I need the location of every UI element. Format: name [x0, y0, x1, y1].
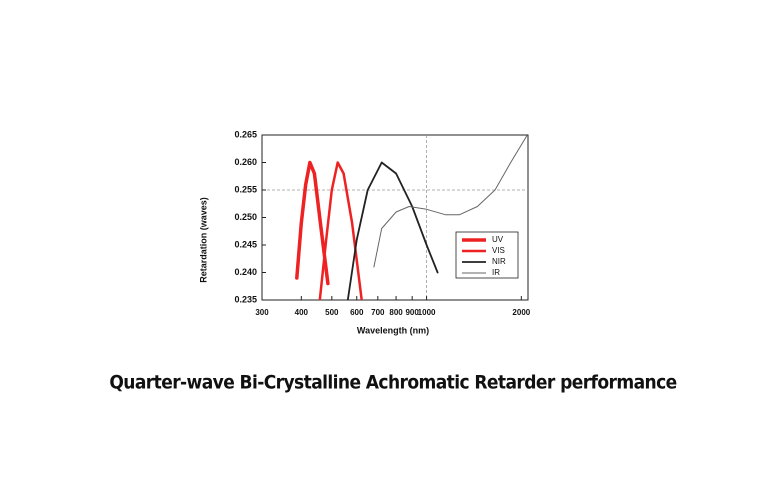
x-tick-label: 800: [389, 308, 403, 317]
x-tick-label: 600: [350, 308, 364, 317]
legend-label: NIR: [492, 257, 506, 266]
y-tick-label: 0.245: [234, 239, 257, 249]
y-tick-label: 0.260: [234, 157, 257, 167]
x-axis-label: Wavelength (nm): [357, 325, 429, 335]
legend-label: IR: [492, 268, 500, 277]
legend: [455, 231, 519, 279]
x-tick-label: 300: [255, 308, 269, 317]
series-line: [295, 160, 330, 286]
y-tick-label: 0.250: [234, 212, 257, 222]
legend-label: VIS: [492, 246, 505, 255]
series-line: [318, 161, 363, 300]
series-line: [346, 161, 439, 300]
x-tick-label: 900: [405, 308, 419, 317]
x-tick-label: 400: [295, 308, 309, 317]
series-line: [373, 135, 528, 268]
y-tick-label: 0.240: [234, 267, 257, 277]
legend-label: UV: [492, 235, 504, 244]
x-tick-label: 1000: [418, 308, 436, 317]
x-tick-label: 2000: [512, 308, 530, 317]
x-tick-label: 700: [371, 308, 385, 317]
y-tick-label: 0.255: [234, 184, 257, 194]
y-tick-label: 0.265: [234, 129, 257, 139]
x-tick-label: 500: [325, 308, 339, 317]
y-axis-label: Retardation (waves): [198, 197, 208, 283]
chart-title: Quarter-wave Bi-Crystalline Achromatic R…: [109, 372, 676, 394]
y-tick-label: 0.235: [234, 294, 257, 304]
